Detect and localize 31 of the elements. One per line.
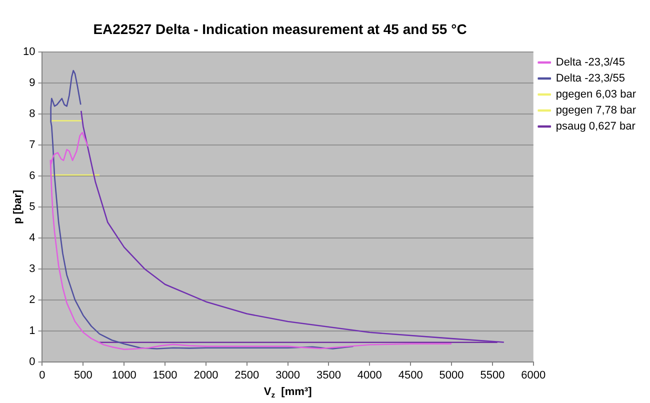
y-tick-label: 5 xyxy=(29,200,36,213)
x-tick-label: 500 xyxy=(74,369,92,382)
x-tick-label: 1000 xyxy=(112,369,136,382)
x-tick-label: 3000 xyxy=(276,369,300,382)
legend-label: Delta -23,3/55 xyxy=(556,72,625,85)
y-tick-label: 2 xyxy=(29,294,36,306)
legend-label: pgegen 6,03 bar xyxy=(556,88,636,101)
legend-label: pgegen 7,78 bar xyxy=(556,104,636,117)
y-tick-label: 9 xyxy=(29,77,36,90)
x-tick-label: 0 xyxy=(39,369,46,382)
x-tick-label: 2000 xyxy=(194,369,218,382)
x-tick-label: 3500 xyxy=(316,369,341,382)
y-tick-label: 10 xyxy=(22,46,36,58)
y-tick-label: 0 xyxy=(29,356,36,368)
x-tick-label: 1500 xyxy=(152,369,178,382)
y-tick-label: 1 xyxy=(29,324,36,337)
x-tick-label: 6000 xyxy=(521,369,546,382)
y-tick-label: 3 xyxy=(29,262,36,275)
y-tick-label: 7 xyxy=(29,138,36,151)
legend-label: psaug 0,627 bar xyxy=(556,120,636,133)
x-tick-label: 5500 xyxy=(480,369,505,382)
legend-label: Delta -23,3/45 xyxy=(556,56,625,69)
y-axis-title: p [bar] xyxy=(12,189,24,224)
x-tick-label: 2500 xyxy=(234,369,260,382)
x-tick-label: 4500 xyxy=(398,369,423,382)
x-tick-label: 4000 xyxy=(357,369,382,382)
y-tick-label: 4 xyxy=(29,232,36,244)
x-tick-label: 5000 xyxy=(439,369,464,382)
y-tick-label: 6 xyxy=(29,170,36,182)
chart-title: EA22527 Delta - Indication measurement at 45 and 55 °C xyxy=(93,20,467,37)
y-tick-label: 8 xyxy=(29,108,36,120)
